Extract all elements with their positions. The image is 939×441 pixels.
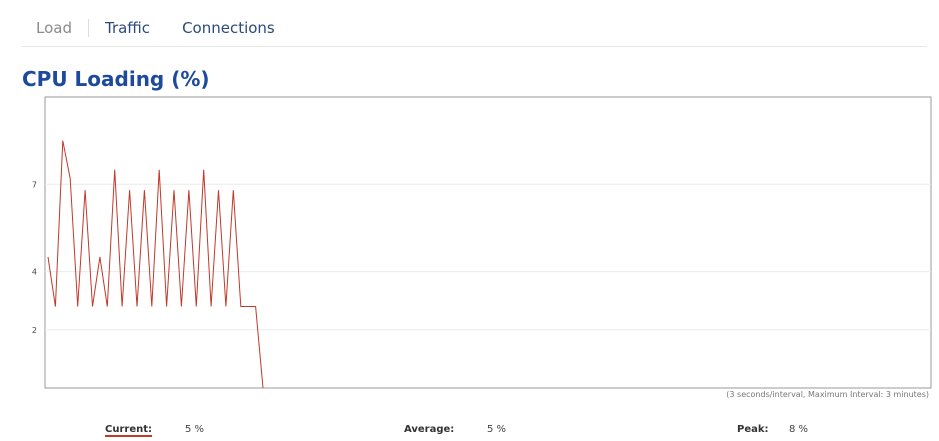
cpu-load-series-line [47, 140, 264, 389]
y-tick-label-2: 2 [32, 326, 37, 335]
average-label: Average: [404, 424, 455, 435]
peak-value: 8 % [789, 424, 809, 435]
plot-frame [44, 96, 932, 389]
tab-bar: Load Traffic Connections [22, 10, 927, 47]
tab-load[interactable]: Load [36, 19, 72, 37]
average-value: 5 % [487, 424, 507, 435]
tab-divider [87, 19, 89, 37]
tab-connections[interactable]: Connections [182, 19, 275, 37]
interval-note: (3 seconds/interval, Maximum Interval: 3… [726, 390, 929, 399]
stats-bar: Current: 5 % Average: 5 % Peak: 8 % [0, 424, 939, 440]
current-value: 5 % [185, 424, 205, 435]
y-tick-label-7: 7 [32, 180, 37, 189]
tab-traffic[interactable]: Traffic [104, 19, 151, 37]
page-title: CPU Loading (%) [22, 67, 210, 91]
current-label: Current: [105, 424, 153, 437]
y-tick-label-4: 4 [32, 268, 37, 277]
peak-label: Peak: [737, 424, 769, 435]
